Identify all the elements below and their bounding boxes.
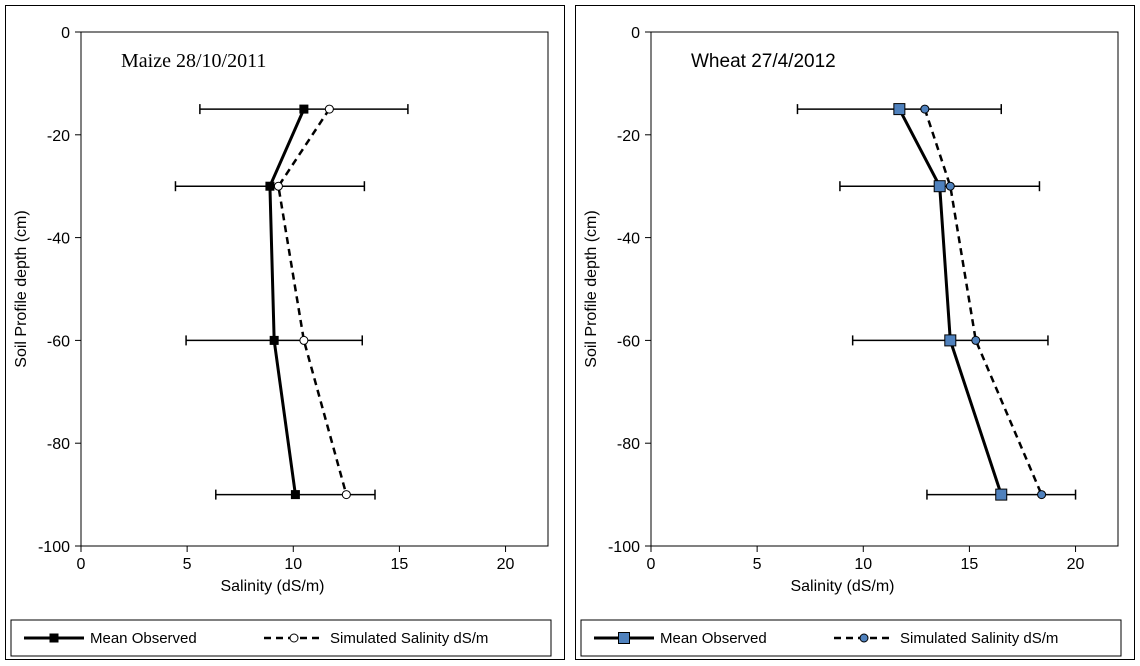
y-tick-label: -60 xyxy=(617,333,640,350)
series-line-observed xyxy=(898,108,1003,496)
legend-marker-simulated xyxy=(859,633,869,643)
x-tick-label: 15 xyxy=(961,556,979,573)
point-simulated xyxy=(273,181,283,191)
legend-label-simulated: Simulated Salinity dS/m xyxy=(900,630,1058,647)
legend-label-observed: Mean Observed xyxy=(660,630,767,647)
point-observed xyxy=(995,488,1008,501)
y-tick-label: -40 xyxy=(47,231,70,248)
point-observed xyxy=(299,104,309,114)
series-line-simulated xyxy=(277,108,348,495)
chart-wheat: 0 -20 -40 -60 -80 -100 0 5 10 15 20 Salinity (dS/m)… xyxy=(580,25,1122,657)
legend-marker-simulated xyxy=(289,633,299,643)
plot-area xyxy=(80,31,549,547)
chart-panel-wheat: 0 -20 -40 -60 -80 -100 0 5 10 15 20 Salinity (dS/m)… xyxy=(575,5,1135,660)
point-observed xyxy=(893,103,906,116)
series-line-simulated xyxy=(923,108,1043,496)
point-observed xyxy=(944,334,957,347)
x-tick-label: 10 xyxy=(854,556,872,573)
legend-marker-observed xyxy=(49,633,59,643)
point-observed xyxy=(933,180,946,193)
legend-label-simulated: Simulated Salinity dS/m xyxy=(330,630,488,647)
x-axis-title: Salinity (dS/m) xyxy=(790,578,894,595)
chart-annotation: Maize 28/10/2011 xyxy=(121,50,266,72)
x-axis-title: Salinity (dS/m) xyxy=(220,578,324,595)
x-tick-label: 0 xyxy=(77,556,86,573)
x-tick-label: 20 xyxy=(1067,556,1085,573)
point-simulated xyxy=(1037,490,1047,500)
legend-label-observed: Mean Observed xyxy=(90,630,197,647)
x-tick-label: 10 xyxy=(284,556,302,573)
y-tick-label: -20 xyxy=(617,128,640,145)
x-tick-label: 0 xyxy=(647,556,656,573)
y-tick-label: -80 xyxy=(47,436,70,453)
point-simulated xyxy=(341,490,351,500)
x-tick-label: 20 xyxy=(497,556,515,573)
y-tick-label: -20 xyxy=(47,128,70,145)
point-simulated xyxy=(945,181,955,191)
y-tick-label: -40 xyxy=(617,231,640,248)
series-line-observed xyxy=(268,108,306,495)
plot-area xyxy=(650,31,1119,547)
point-simulated xyxy=(299,335,309,345)
point-observed xyxy=(269,335,279,345)
point-observed xyxy=(265,181,275,191)
y-tick-label: 0 xyxy=(61,25,70,42)
legend-marker-observed xyxy=(618,632,630,644)
point-simulated xyxy=(920,104,930,114)
x-tick-label: 15 xyxy=(391,556,409,573)
chart-maize: 0 -20 -40 -60 -80 -100 0 5 10 15 20 Salinity (dS/m)… xyxy=(10,25,552,657)
chart-panel-maize: 0 -20 -40 -60 -80 -100 0 5 10 15 20 Salinity (dS/m)… xyxy=(5,5,565,660)
y-tick-label: 0 xyxy=(631,25,640,42)
x-tick-label: 5 xyxy=(183,556,192,573)
point-observed xyxy=(290,490,300,500)
y-axis-title: Soil Profile depth (cm) xyxy=(13,210,30,367)
y-axis-title: Soil Profile depth (cm) xyxy=(583,210,600,367)
y-tick-label: -100 xyxy=(608,539,640,556)
y-tick-label: -60 xyxy=(47,333,70,350)
y-tick-label: -100 xyxy=(38,539,70,556)
point-simulated xyxy=(324,104,334,114)
point-simulated xyxy=(971,335,981,345)
x-tick-label: 5 xyxy=(753,556,762,573)
y-tick-label: -80 xyxy=(617,436,640,453)
chart-annotation: Wheat 27/4/2012 xyxy=(691,51,836,72)
